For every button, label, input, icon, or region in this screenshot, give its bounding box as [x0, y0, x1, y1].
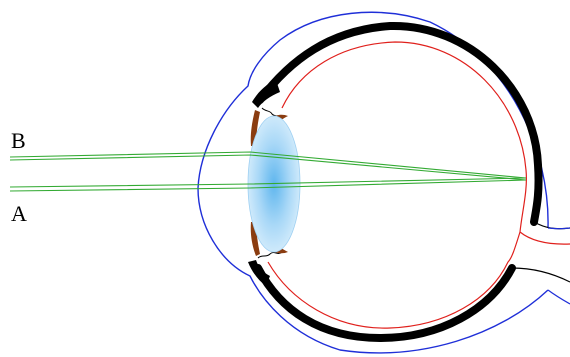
ray-b	[9, 151, 527, 181]
ray-a-label: A	[11, 201, 27, 226]
optic-nerve-upper	[533, 221, 570, 230]
optic-nerve-outer	[547, 227, 570, 305]
sclera-lower	[254, 264, 516, 343]
iris-upper	[250, 110, 260, 146]
ray-b-label: B	[11, 128, 26, 153]
outer-eye-outline	[197, 11, 549, 354]
cornea-lower-edge	[248, 260, 270, 286]
retina	[267, 41, 570, 329]
ciliary-body-lower	[257, 251, 283, 259]
ray-a	[9, 177, 527, 192]
sclera	[256, 21, 543, 226]
iris-lower	[250, 222, 260, 256]
optic-nerve-lower	[511, 267, 570, 283]
cornea-upper-edge	[252, 80, 280, 108]
